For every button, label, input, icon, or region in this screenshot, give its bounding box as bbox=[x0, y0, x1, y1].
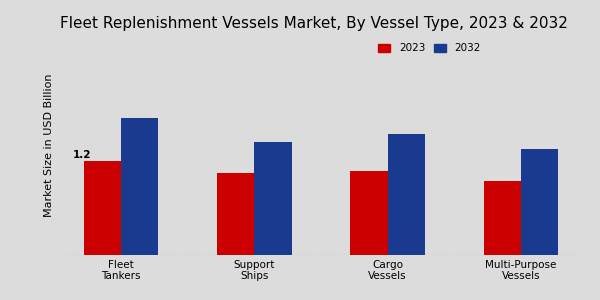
Bar bbox=[254, 142, 292, 255]
Bar bbox=[217, 173, 254, 255]
Text: Fleet Replenishment Vessels Market, By Vessel Type, 2023 & 2032: Fleet Replenishment Vessels Market, By V… bbox=[60, 16, 568, 31]
Bar bbox=[84, 161, 121, 255]
Bar bbox=[484, 181, 521, 255]
Bar bbox=[388, 134, 425, 255]
Text: 1.2: 1.2 bbox=[73, 150, 92, 160]
Legend: 2023, 2032: 2023, 2032 bbox=[376, 41, 483, 56]
Y-axis label: Market Size in USD Billion: Market Size in USD Billion bbox=[44, 74, 55, 217]
Bar bbox=[350, 170, 388, 255]
Bar bbox=[521, 149, 558, 255]
Bar bbox=[121, 118, 158, 255]
